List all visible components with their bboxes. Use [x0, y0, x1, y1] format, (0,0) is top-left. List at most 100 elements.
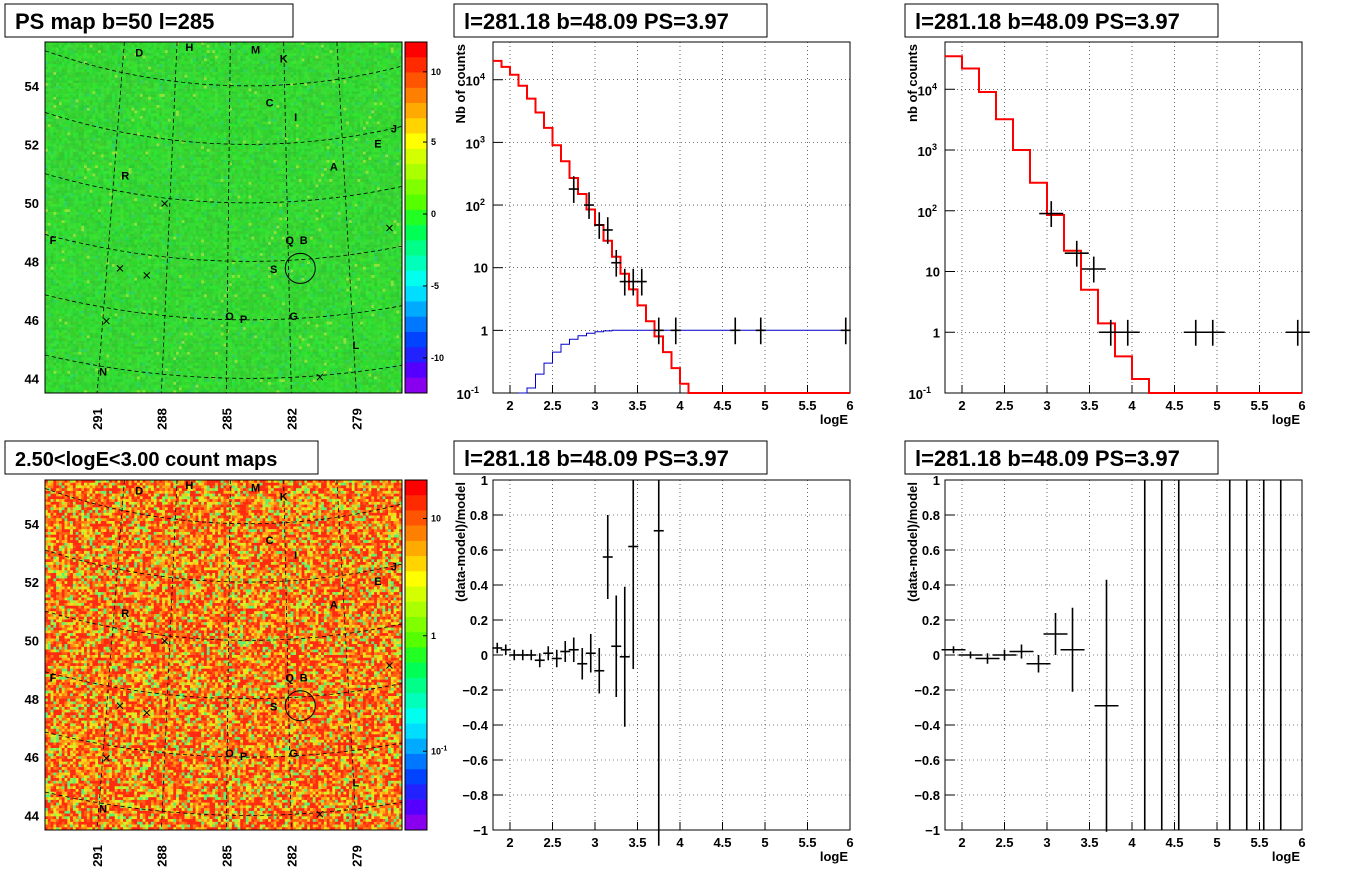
source-label-0-10: F — [50, 235, 57, 247]
xtick-2-5: 4.5 — [1165, 398, 1183, 413]
colorbar-cell-0-14 — [405, 256, 427, 272]
xtick-4-8: 6 — [846, 835, 853, 850]
map-ytick-0-1: 52 — [25, 137, 39, 152]
source-label-0-9: R — [121, 170, 129, 182]
source-label-0-0: D — [135, 48, 143, 60]
ytick-1-1: 103 — [466, 134, 485, 151]
xtick-5-3: 3.5 — [1080, 835, 1098, 850]
map-title-0: PS map b=50 l=285 — [15, 9, 214, 34]
map-xtick-3-0: 291 — [90, 845, 105, 867]
map-ytick-3-1: 52 — [25, 575, 39, 590]
colorbar-tick-0-2: 0 — [431, 209, 436, 219]
xtick-5-5: 4.5 — [1165, 835, 1183, 850]
plot-frame-2 — [945, 42, 1302, 393]
ytick-5-3: 0.4 — [922, 578, 941, 593]
colorbar-cell-0-17 — [405, 301, 427, 317]
xtick-4-6: 5 — [761, 835, 768, 850]
colorbar-cell-3-1 — [405, 495, 427, 511]
xtick-4-0: 2 — [506, 835, 513, 850]
map-xtick-3-2: 285 — [219, 845, 234, 867]
xtick-1-6: 5 — [761, 398, 768, 413]
source-label-0-13: S — [270, 264, 277, 276]
source-label-0-6: J — [391, 124, 397, 136]
colorbar-cell-3-11 — [405, 647, 427, 663]
map-ytick-0-3: 48 — [25, 254, 39, 269]
source-label-3-12: B — [300, 672, 308, 684]
map-3 — [45, 480, 402, 830]
colorbar-cell-3-6 — [405, 571, 427, 587]
map-ytick-3-2: 50 — [25, 633, 39, 648]
plot-title-2: l=281.18 b=48.09 PS=3.97 — [915, 9, 1180, 34]
ytick-1-2: 102 — [466, 197, 485, 214]
ytick-2-3: 10 — [926, 265, 940, 280]
colorbar-cell-3-19 — [405, 769, 427, 785]
colorbar-tick-3-0: 10 — [431, 514, 441, 524]
xtick-4-2: 3 — [591, 835, 598, 850]
colorbar-cell-0-16 — [405, 286, 427, 302]
colorbar-tick-3-2: 10-1 — [431, 745, 447, 756]
ytick-5-2: 0.6 — [922, 543, 940, 558]
map-ytick-0-4: 46 — [25, 313, 39, 328]
source-label-3-18: N — [99, 804, 107, 816]
colorbar-cell-3-20 — [405, 784, 427, 800]
colorbar-cell-3-5 — [405, 556, 427, 572]
ytick-1-5: 10-1 — [457, 385, 479, 402]
xtick-5-0: 2 — [958, 835, 965, 850]
colorbar-tick-0-4: -10 — [431, 353, 444, 363]
colorbar-cell-0-4 — [405, 103, 427, 119]
colorbar-cell-3-0 — [405, 480, 427, 496]
ylabel-1: Nb of counts — [453, 44, 468, 123]
colorbar-tick-0-1: 5 — [431, 137, 436, 147]
xtick-4-1: 2.5 — [543, 835, 561, 850]
source-label-3-3: K — [280, 491, 288, 503]
colorbar-cell-0-13 — [405, 240, 427, 256]
ytick-1-4: 1 — [481, 323, 488, 338]
source-label-0-8: A — [330, 162, 338, 174]
ytick-4-0: 1 — [481, 473, 488, 488]
ytick-5-5: 0 — [933, 648, 940, 663]
map-xtick-0-0: 291 — [90, 408, 105, 430]
map-xtick-3-1: 288 — [154, 845, 169, 867]
xtick-5-6: 5 — [1213, 835, 1220, 850]
colorbar-cell-0-19 — [405, 332, 427, 348]
colorbar-cell-0-7 — [405, 149, 427, 165]
ytick-4-4: 0.2 — [470, 613, 488, 628]
source-label-3-14: O — [225, 748, 234, 760]
map-ytick-3-5: 44 — [25, 808, 40, 823]
xtick-5-8: 6 — [1298, 835, 1305, 850]
source-label-3-6: J — [391, 561, 397, 573]
ytick-4-8: −0.6 — [462, 753, 488, 768]
xlabel-1: logE — [820, 412, 848, 427]
source-label-0-1: H — [185, 42, 193, 54]
xtick-1-1: 2.5 — [543, 398, 561, 413]
ytick-5-6: −0.2 — [914, 683, 940, 698]
plot-frame-4 — [493, 480, 850, 830]
map-ytick-3-3: 48 — [25, 692, 39, 707]
source-label-0-16: G — [289, 311, 298, 323]
map-ytick-3-0: 54 — [25, 517, 40, 532]
colorbar-cell-0-21 — [405, 362, 427, 378]
xtick-2-3: 3.5 — [1080, 398, 1098, 413]
xtick-5-2: 3 — [1043, 835, 1050, 850]
source-label-3-1: H — [185, 480, 193, 492]
ytick-4-10: −1 — [473, 823, 488, 838]
source-label-3-8: A — [330, 599, 338, 611]
colorbar-cell-0-18 — [405, 317, 427, 333]
colorbar-cell-0-11 — [405, 210, 427, 226]
map-0 — [45, 42, 402, 393]
xtick-1-7: 5.5 — [798, 398, 816, 413]
xtick-5-4: 4 — [1128, 835, 1136, 850]
plot-title-1: l=281.18 b=48.09 PS=3.97 — [464, 9, 729, 34]
source-label-0-17: L — [353, 340, 360, 352]
colorbar-cell-0-22 — [405, 378, 427, 394]
source-label-0-5: I — [294, 112, 297, 124]
colorbar-tick-3-1: 1 — [431, 631, 436, 641]
xtick-1-8: 6 — [846, 398, 853, 413]
ytick-5-9: −0.8 — [914, 788, 940, 803]
xtick-4-5: 4.5 — [713, 835, 731, 850]
ytick-4-3: 0.4 — [470, 578, 489, 593]
ytick-5-7: −0.4 — [914, 718, 940, 733]
xtick-2-1: 2.5 — [995, 398, 1013, 413]
xtick-2-8: 6 — [1298, 398, 1305, 413]
